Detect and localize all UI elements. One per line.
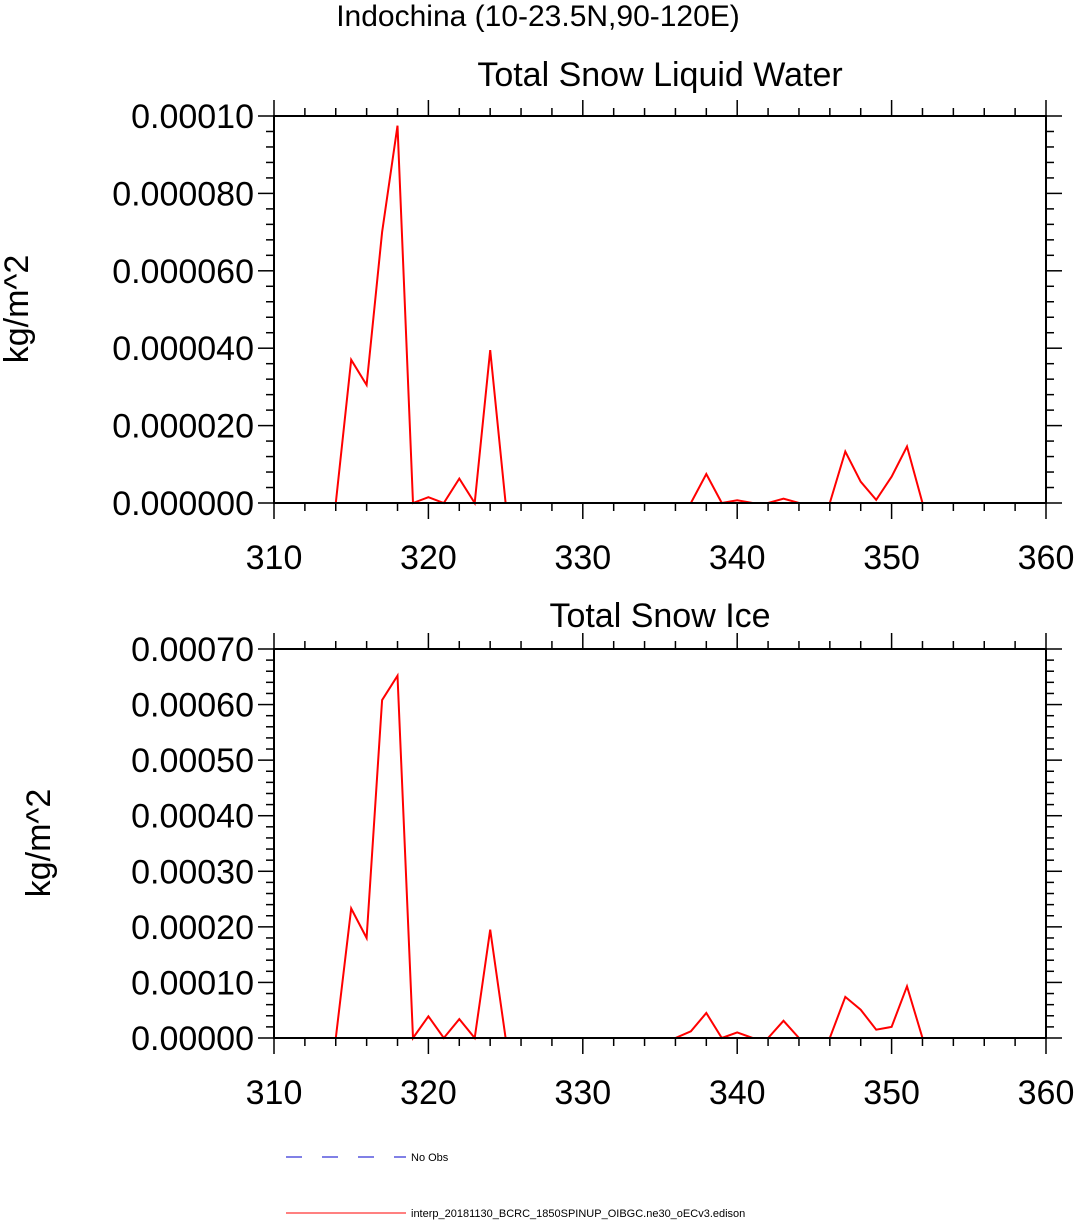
y-tick-label: 0.000020 [112,408,254,446]
y-tick-label: 0.00040 [131,798,254,836]
y-tick-label: 0.000040 [112,330,254,368]
x-tick-label: 340 [709,1074,766,1112]
panel-title: Total Snow Liquid Water [477,56,842,94]
x-tick-label: 310 [246,539,303,577]
y-tick-label: 0.000060 [112,253,254,291]
legend-label-model: interp_20181130_BCRC_1850SPINUP_OIBGC.ne… [411,1208,745,1220]
legend: No Obs interp_20181130_BCRC_1850SPINUP_O… [286,1152,745,1220]
x-tick-labels: 310 320 330 340 350 360 [246,1074,1075,1112]
y-tick-label: 0.00000 [131,1020,254,1058]
y-tick-labels: 0.00000 0.00010 0.00020 0.00030 0.00040 0.000… [131,631,254,1058]
axis-ticks [258,100,1062,519]
legend-label-no-obs: No Obs [411,1152,449,1164]
main-title: Indochina (10-23.5N,90-120E) [336,0,740,33]
series-line [334,672,954,1041]
x-tick-labels: 310 320 330 340 350 360 [246,539,1075,577]
x-tick-label: 360 [1018,539,1075,577]
panel-snow-ice: Total Snow Ice kg/m^2 0.000000.000100.00… [20,597,1074,1112]
x-tick-label: 360 [1018,1074,1075,1112]
x-tick-label: 340 [709,539,766,577]
y-tick-label: 0.00050 [131,742,254,780]
panel-snow-liquid-water: Total Snow Liquid Water kg/m^2 0.0000000… [0,56,1074,577]
x-tick-label: 310 [246,1074,303,1112]
y-tick-label: 0.00020 [131,909,254,947]
x-tick-label: 320 [400,539,457,577]
x-tick-label: 350 [863,539,920,577]
y-tick-labels: 0.000000 0.000020 0.000040 0.000060 0.000080… [112,98,254,523]
y-tick-label: 0.00010 [131,964,254,1002]
y-axis-label: kg/m^2 [20,789,58,898]
x-tick-label: 350 [863,1074,920,1112]
y-tick-label: 0.00030 [131,853,254,891]
x-tick-label: 320 [400,1074,457,1112]
y-axis-label: kg/m^2 [0,255,36,364]
axis-ticks [258,633,1062,1054]
y-tick-label: 0.00070 [131,631,254,669]
x-tick-label: 330 [554,1074,611,1112]
y-tick-label: 0.00060 [131,687,254,725]
y-tick-label: 0.000080 [112,175,254,213]
plot-frame [273,115,1047,504]
panel-title: Total Snow Ice [549,597,770,635]
x-tick-label: 330 [554,539,611,577]
plot-frame [273,648,1047,1039]
y-tick-label: 0.00010 [131,98,254,136]
y-tick-label: 0.000000 [112,485,254,523]
series-line [334,125,1046,506]
